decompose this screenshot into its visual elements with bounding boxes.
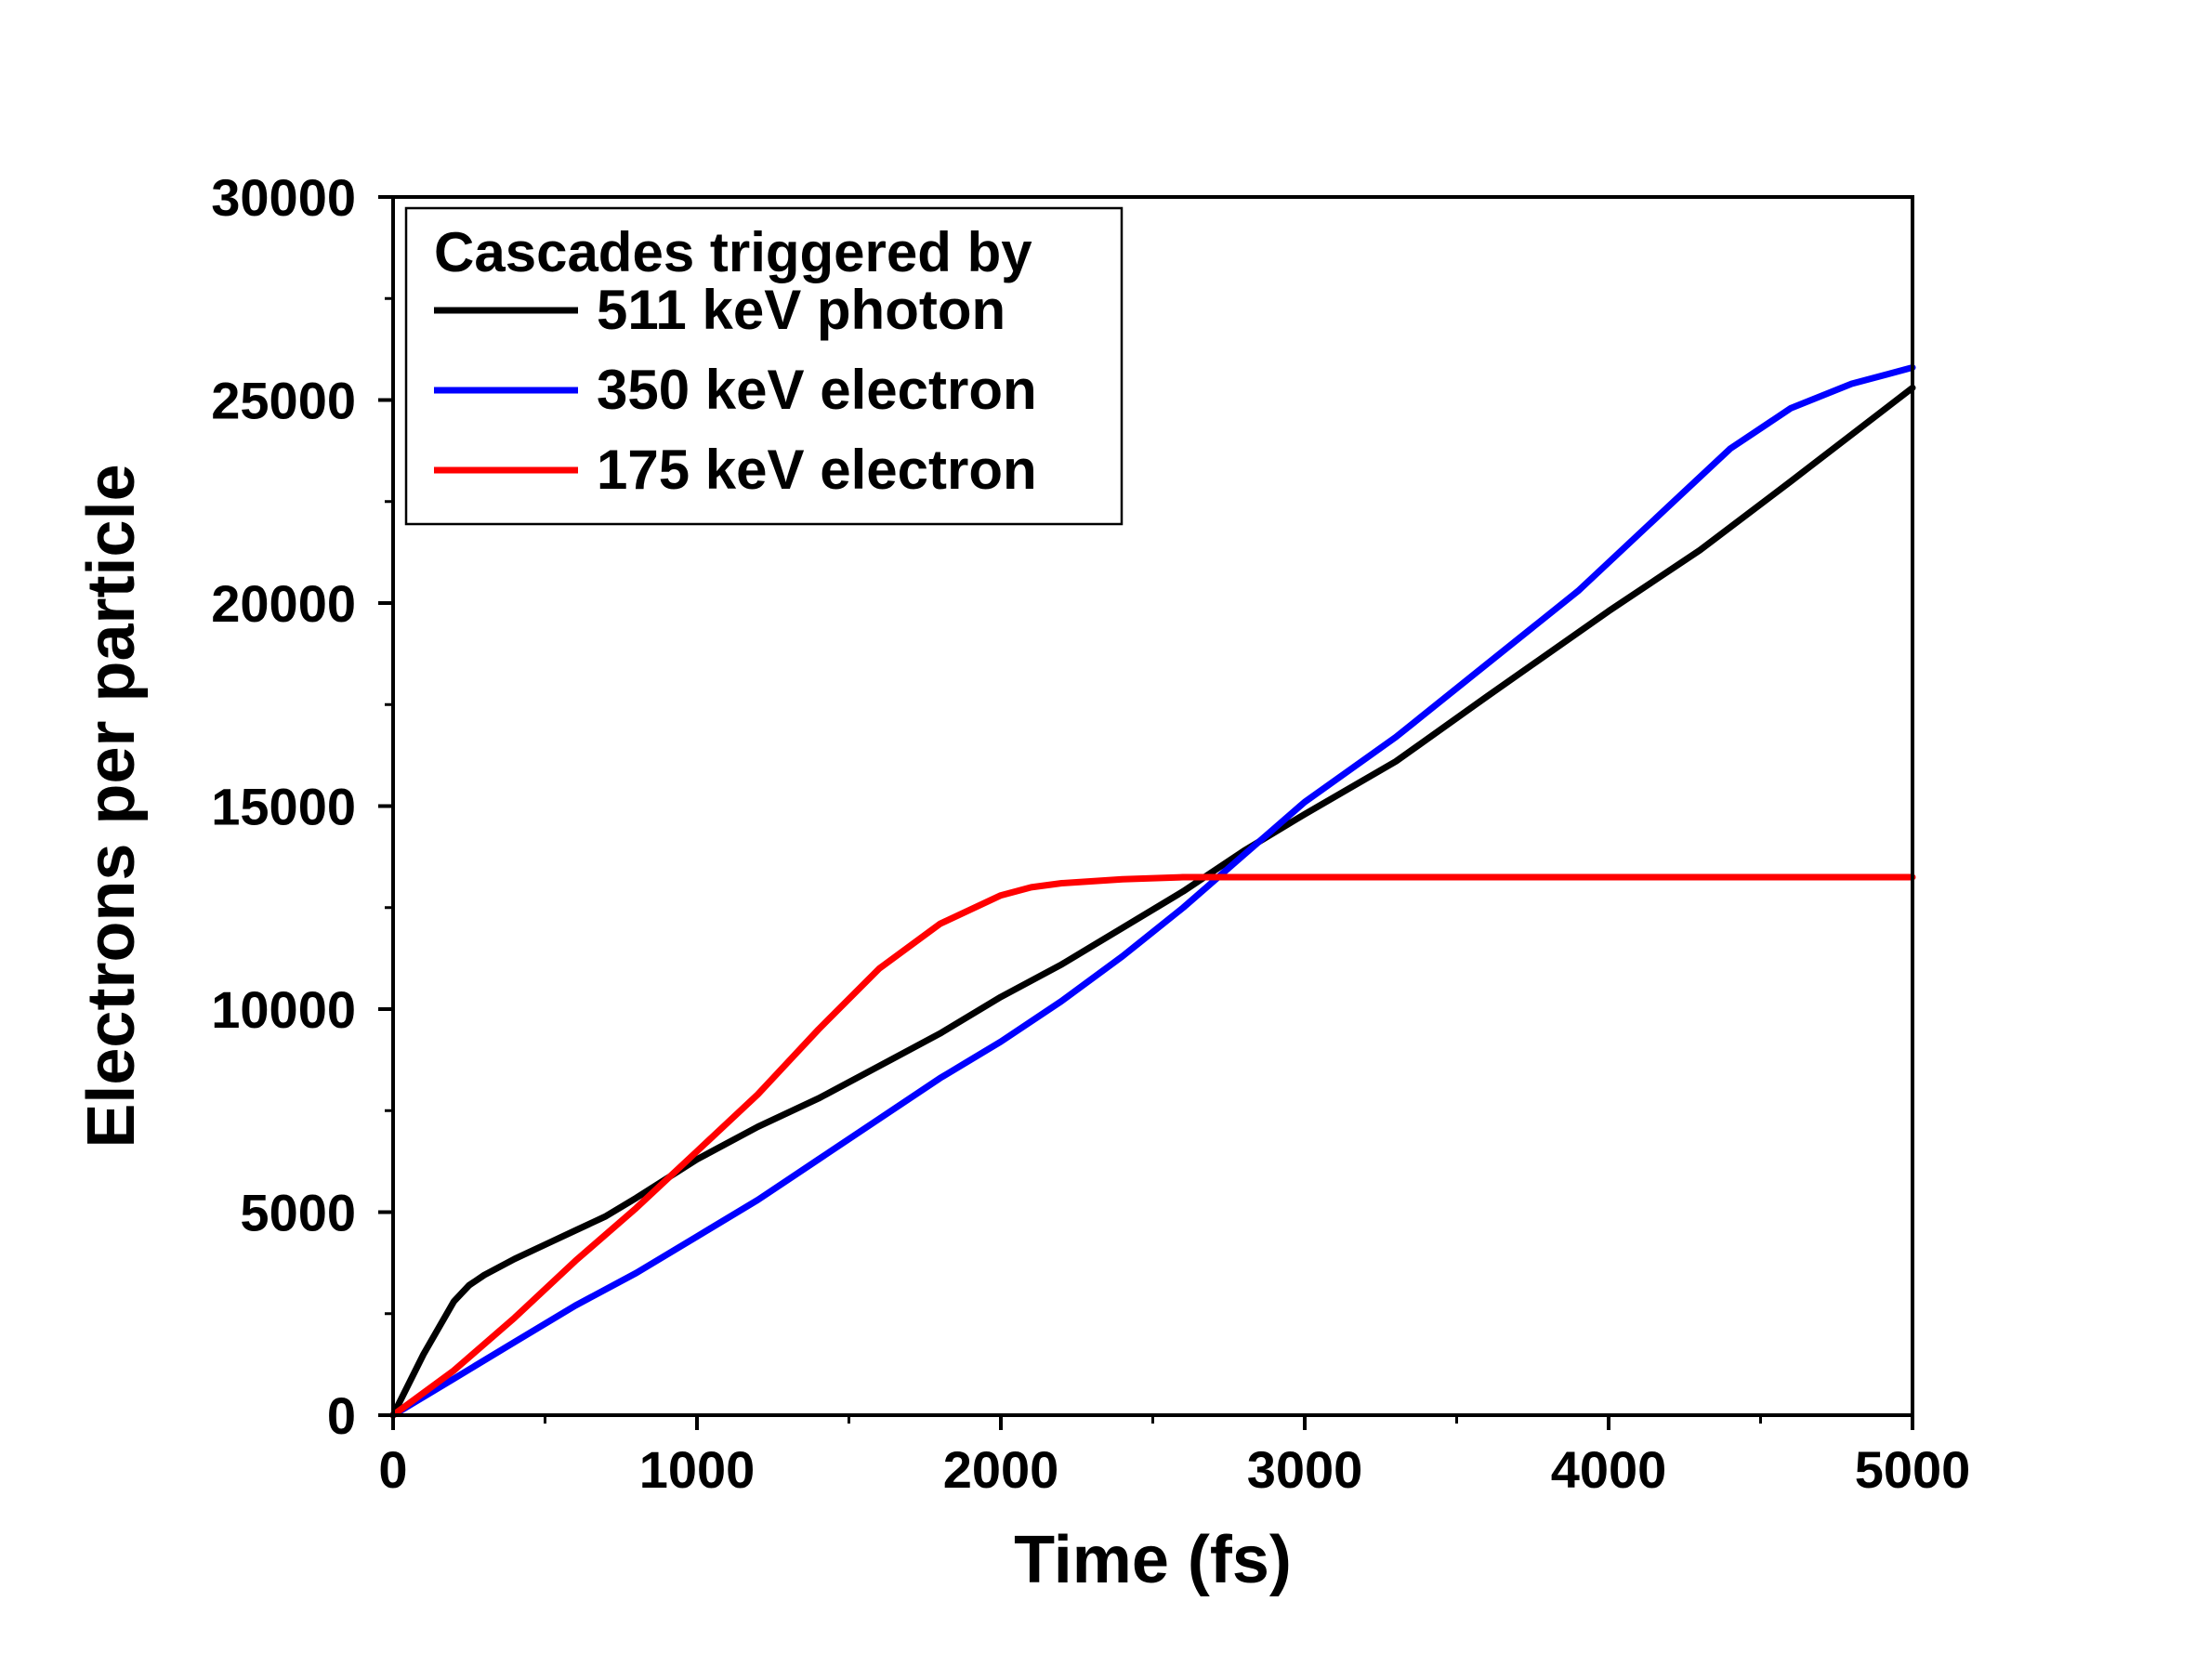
y-tick-label: 25000 <box>211 372 356 430</box>
legend-label-2: 350 keV electron <box>597 359 1037 421</box>
series-line-1 <box>389 384 1916 1419</box>
x-tick-label: 4000 <box>1551 1440 1667 1499</box>
ticks-layer <box>378 195 1914 1430</box>
x-tick-label: 1000 <box>639 1440 756 1499</box>
series-line-3 <box>389 873 1916 1419</box>
x-tick-label: 3000 <box>1247 1440 1363 1499</box>
legend-entries: 511 keV photon 350 keV electron 175 keV el… <box>434 279 1037 501</box>
tick-labels-layer: 0 1000 2000 3000 4000 5000 0 5000 10000 15000 2000… <box>211 168 1970 1499</box>
y-tick-label: 0 <box>327 1386 356 1445</box>
series-layer <box>389 364 1916 1419</box>
x-axis-title: Time (fs) <box>1014 1523 1292 1597</box>
legend-title: Cascades triggered by <box>434 221 1032 283</box>
x-tick-label: 0 <box>378 1440 407 1499</box>
x-tick-label: 5000 <box>1855 1440 1971 1499</box>
series-line-2 <box>389 364 1916 1419</box>
y-axis-title: Electrons per particle <box>74 464 149 1148</box>
y-tick-label: 5000 <box>240 1184 356 1242</box>
legend: Cascades triggered by 511 keV photon 350 … <box>404 206 1124 526</box>
y-tick-label: 30000 <box>211 168 356 227</box>
legend-label-1: 511 keV photon <box>597 279 1005 341</box>
x-tick-label: 2000 <box>943 1440 1059 1499</box>
legend-label-3: 175 keV electron <box>597 439 1037 501</box>
y-tick-label: 10000 <box>211 980 356 1039</box>
y-tick-label: 15000 <box>211 778 356 836</box>
y-tick-label: 20000 <box>211 574 356 633</box>
